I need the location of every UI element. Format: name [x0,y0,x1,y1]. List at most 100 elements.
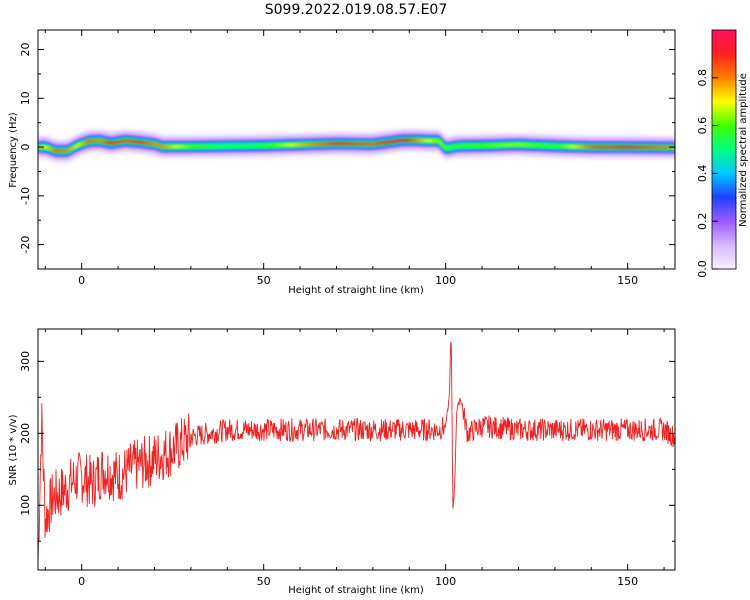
spectrogram-ridge-cell [429,139,432,143]
colorbar-label: Normalized spectral amplitude [738,73,749,227]
spectrogram-ridge-cell [300,143,303,147]
spectrogram-ridge-cell [234,144,237,148]
spectrogram-ridge-cell [634,145,638,149]
spectrogram-ridge-cell [553,144,556,148]
spectrogram-ridge-cell [307,142,310,146]
spectrogram-ridge-cell [496,143,499,147]
colorbar-tick-label: 0.8 [696,69,709,87]
spectrogram-ridge-cell [356,142,359,146]
spectrogram-ridge-cell [503,143,507,147]
spectrogram-ridge-cell [107,141,110,145]
spectrogram-ridge-cell [289,143,292,147]
spectrogram-ridge-cell [178,145,181,149]
spectrogram-ridge-cell [161,145,164,149]
snr-x-axis-label: Height of straight line (km) [288,585,424,596]
spectrogram-ridge-cell [189,145,192,149]
spectrogram-ridge-cell [139,140,143,144]
spectrogram-ridge-cell [580,145,583,149]
snr-y-ticks: 100 200 300 [19,351,675,542]
spectrogram-ridge-cell [320,142,323,146]
spectrogram-ridge-cell [48,147,52,151]
spectrogram-ridge-cell [383,141,387,145]
spectrogram-ridge-cell [533,143,536,147]
spectrogram-ridge-cell [649,145,652,149]
spectrogram-ridge-cell [276,143,279,147]
spectrogram-ridge-cell [596,145,599,149]
spectrogram-ridge-cell [613,145,616,149]
colorbar-tick-label: 0.0 [696,260,709,278]
spectrogram-ridge-cell [194,145,197,148]
spectrogram-ridge-cell [638,145,641,149]
spectrogram-ridge-cell [633,145,636,149]
x-tick-label: 50 [257,575,271,588]
spectrogram-ridge-cell [127,139,130,143]
spectrogram-ridge-cell [296,143,299,147]
spectrogram-ridge-cell [627,145,630,149]
spectrogram-ridge-cell [119,140,123,143]
spectrogram-ridge-cell [147,141,150,145]
spectrogram-ridge-cell [463,144,467,148]
spectrogram-ridge-cell [522,143,525,147]
spectrogram-ridge-cell [549,144,552,148]
spectrogram-ridge-cell [593,145,596,149]
spectrogram-ridge-cell [374,142,377,146]
spectrogram-ridge-cell [465,144,468,148]
spectrogram-ridge-cell [402,138,405,142]
x-tick-label: 0 [78,575,85,588]
spectrogram-ridge [38,138,675,153]
spectrogram-ridge-cell [87,140,90,143]
spectrogram-ridge-cell [125,139,128,143]
spectrogram-ridge-cell [605,145,609,149]
spectrogram-ridge-cell [227,144,230,148]
spectrogram-ridge-cell [438,140,441,144]
spectrogram-ridge-cell [260,144,263,148]
spectrogram-ridge-cell [432,139,436,143]
spectrogram-ridge-cell [422,139,425,142]
spectrogram-ridge-cell [391,140,394,144]
spectrogram-ridge-cell [351,142,354,146]
spectrogram-ridge-cell [85,140,88,144]
spectrogram-ridge-cell [287,143,290,147]
spectrogram-ridge-cell [365,142,368,146]
spectrogram-ridge-cell [443,146,447,150]
spectrogram-ridge-cell [225,144,228,148]
spectrogram-ridge-cell [301,143,305,147]
spectrogram-ridge-cell [449,146,452,149]
figure-title: S099.2022.019.08.57.E07 [265,2,448,18]
spectrogram-ridge-cell [205,144,208,148]
spectrogram-ridge-cell [163,145,166,149]
spectrogram-ridge-cell [270,143,274,147]
spectrogram-ridge-cell [332,142,336,146]
spectrogram-ridge-cell [542,144,545,148]
spectrogram-ridge-cell [316,142,319,146]
spectrogram-ridge-cell [656,145,660,149]
spectrogram-ridge-cell [198,145,201,148]
spectrogram-frame [37,29,676,270]
spectrogram-ridge-cell [591,145,594,149]
spectrogram-ridge-cell [665,146,669,149]
spectrogram-ridge-cell [571,145,574,149]
y-tick-label: 20 [19,43,32,57]
spectrogram-ridge-cell [371,142,374,146]
spectrogram-ridge-cell [587,145,590,149]
spectrogram-ridge-cell [181,145,184,149]
spectrogram-ridge-cell [185,145,188,149]
x-tick-label: 0 [78,274,85,287]
spectrogram-ridge-cell [94,139,97,143]
spectrogram-ridge-cell [618,145,621,149]
y-tick-label: 200 [19,423,32,444]
spectrogram-ridge-cell [58,149,61,153]
spectrogram-ridge-cell [498,143,501,147]
spectrogram-ridge-cell [172,145,175,149]
spectrogram-y-ticks: 20 10 0 -10 -20 [19,43,675,270]
spectrogram-ridge-cell [598,145,601,149]
spectrogram-ridge-cell [474,144,478,148]
spectrogram-ridge-cell [624,145,627,149]
spectrogram-ridge-cell [551,144,554,148]
spectrogram-ridge-cell [493,143,496,147]
spectrogram-ridge-cell [190,145,194,149]
spectrogram-ridge-cell [329,142,332,146]
snr-frame [37,328,676,571]
spectrogram-ridge-cell [462,144,465,148]
